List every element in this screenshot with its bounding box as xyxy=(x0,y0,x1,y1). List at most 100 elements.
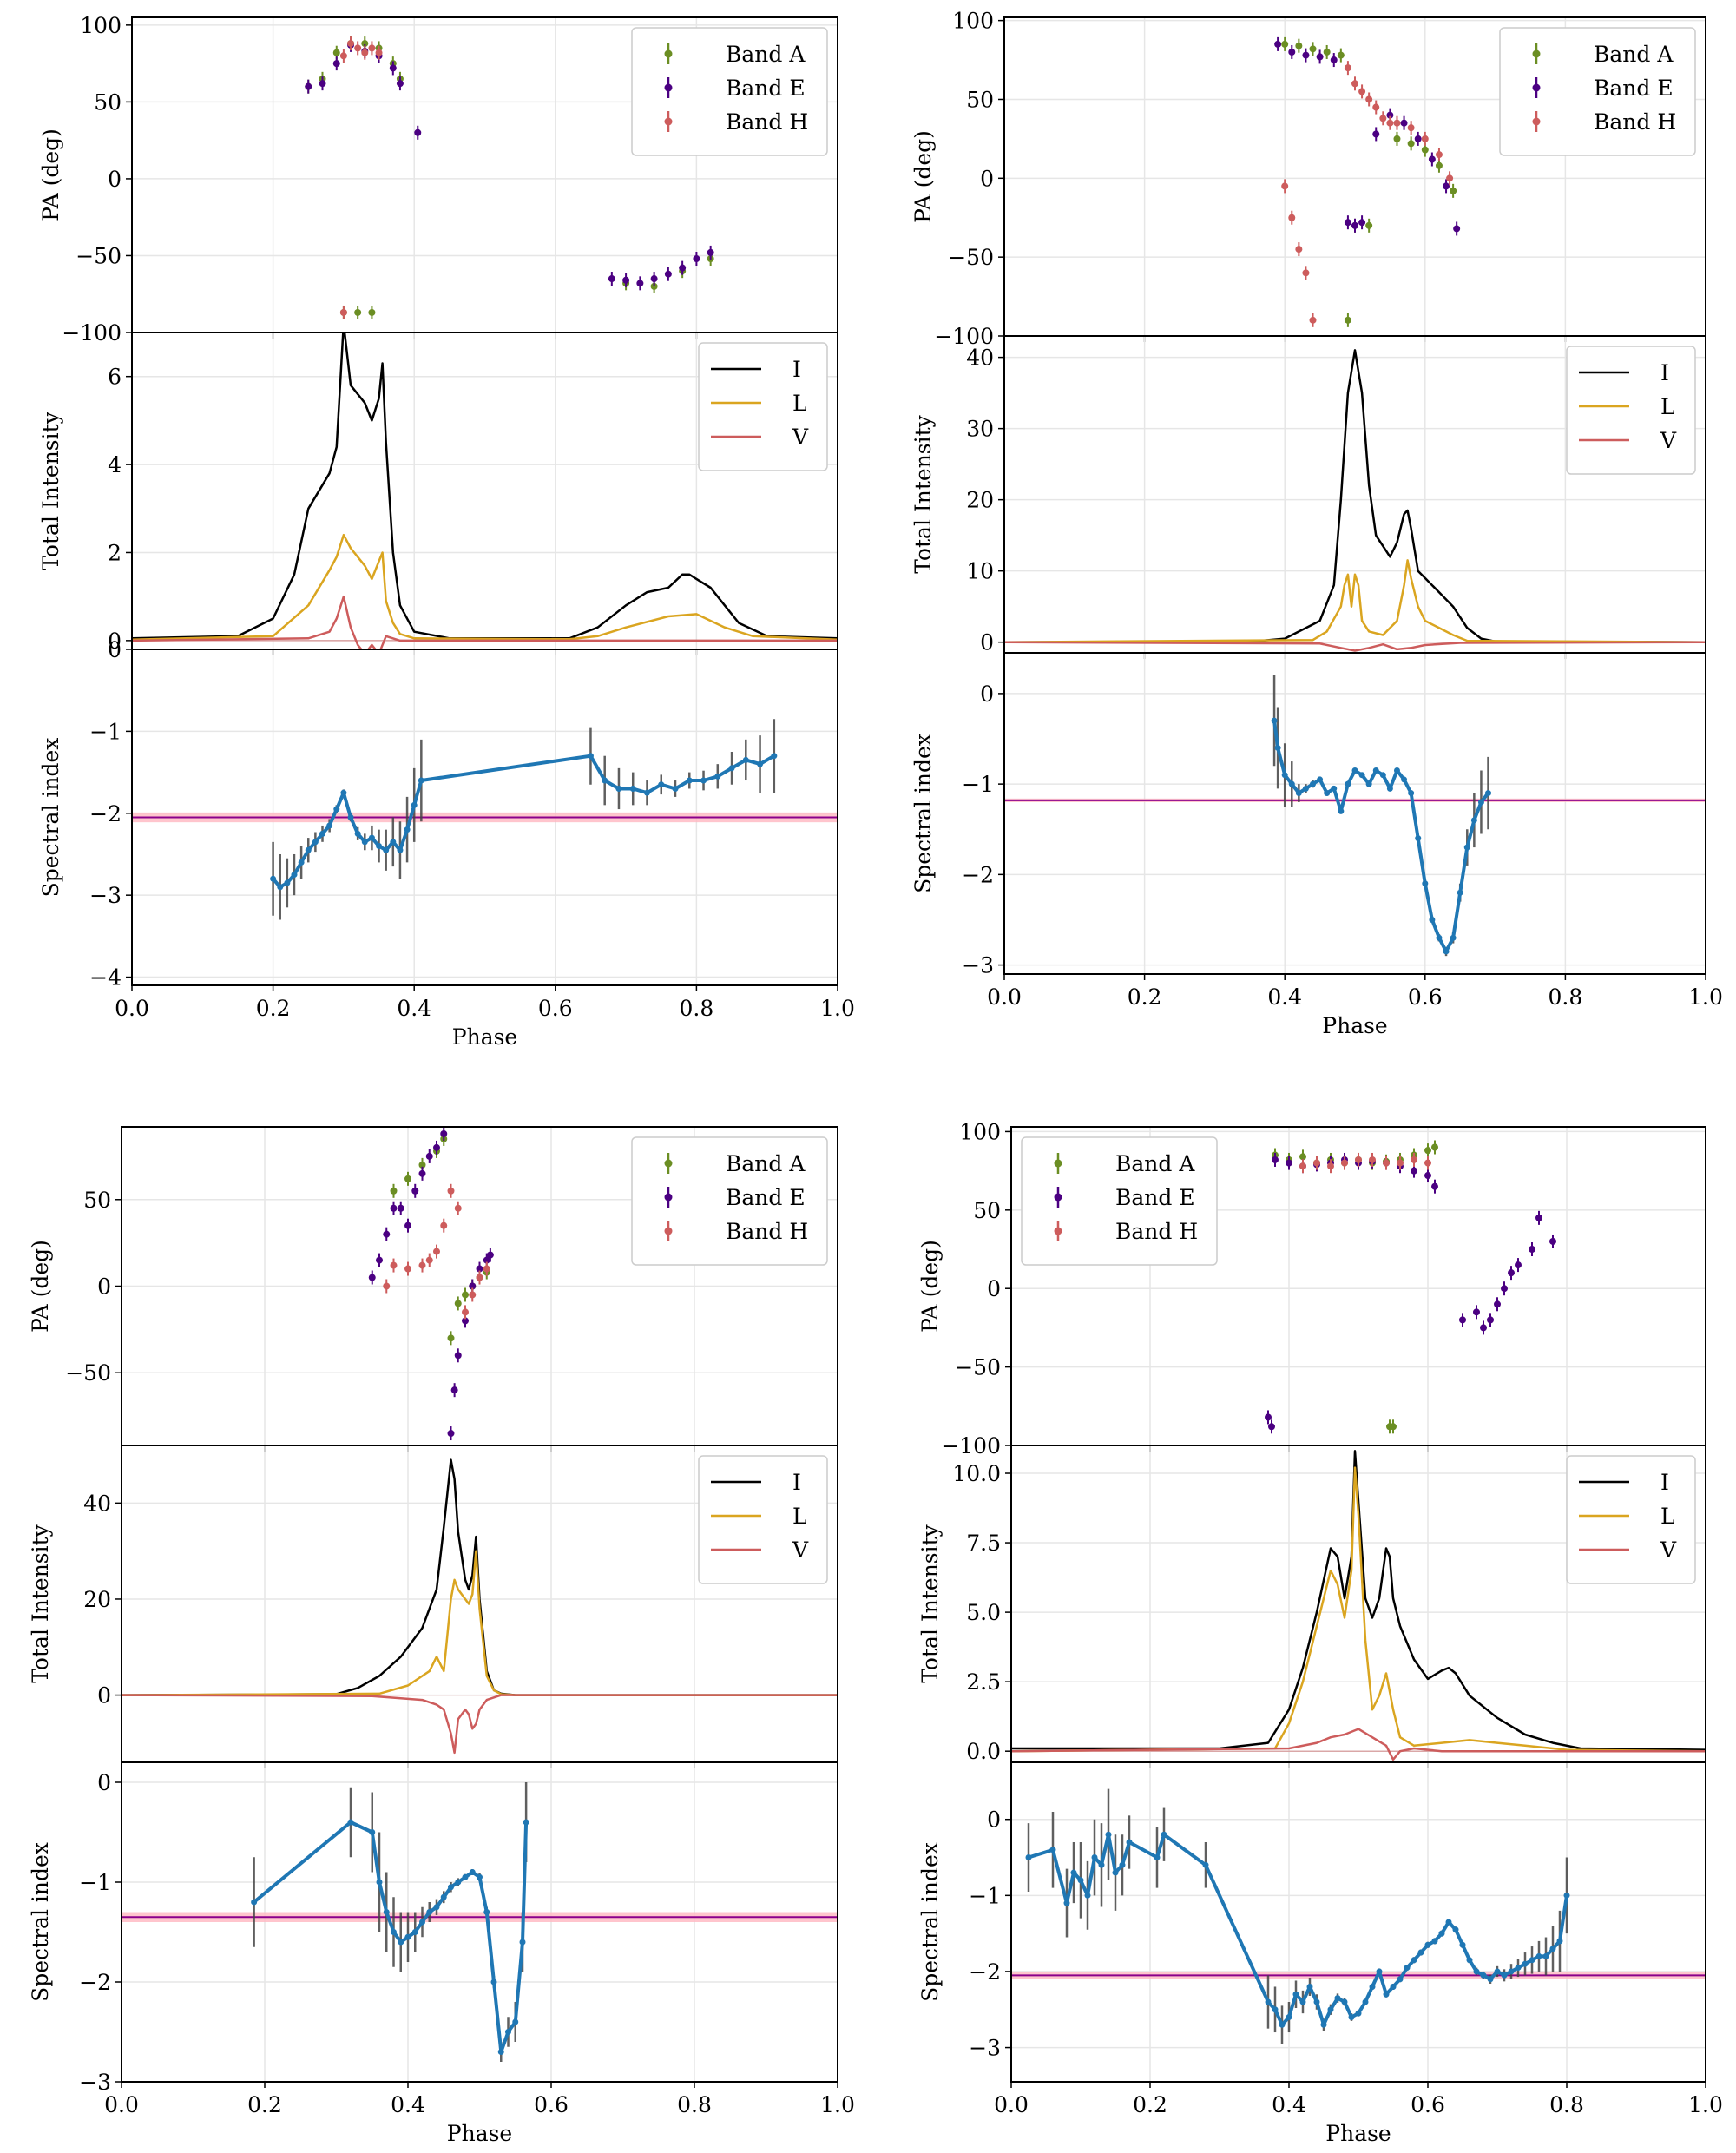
spectral-point xyxy=(404,1933,411,1940)
y-tick-label: 40 xyxy=(83,1491,111,1516)
spectral-point xyxy=(284,879,291,886)
spectral-point xyxy=(312,839,319,846)
spectral-point xyxy=(1077,1877,1084,1884)
legend-marker xyxy=(1532,117,1541,126)
spectral-point xyxy=(1390,1983,1397,1990)
pa-point xyxy=(418,1261,426,1269)
pa-point xyxy=(411,1187,419,1195)
legend-box xyxy=(1021,1136,1218,1266)
spectral-point xyxy=(1299,1998,1306,2005)
pa-point xyxy=(636,280,644,287)
legend-marker xyxy=(664,1227,673,1235)
y-tick-label: 0 xyxy=(108,637,122,662)
spectral-y-axis-label: Spectral index xyxy=(38,738,63,898)
pa-point xyxy=(1424,1172,1431,1180)
spectral-point xyxy=(1417,1949,1424,1956)
legend-label: L xyxy=(1660,394,1675,419)
pa-point xyxy=(1358,219,1366,227)
spectral-point xyxy=(298,859,305,866)
spectral-point xyxy=(1049,1847,1056,1853)
spectral-series xyxy=(251,1782,529,2062)
pa-point xyxy=(1435,161,1443,169)
pa-point xyxy=(332,49,340,56)
legend-box xyxy=(1566,346,1696,475)
legend-box xyxy=(698,342,828,471)
legend-marker xyxy=(664,117,673,126)
spectral-point xyxy=(742,756,749,763)
y-tick-label: −1 xyxy=(89,719,122,744)
pa-point xyxy=(476,1274,483,1281)
intensity-y-axis-label: Total Intensity xyxy=(911,414,936,573)
pa-point xyxy=(368,308,376,316)
legend-label: I xyxy=(1660,1470,1669,1495)
pa-y-axis-label: PA (deg) xyxy=(911,130,936,223)
pa-point xyxy=(368,44,376,52)
spectral-point xyxy=(1372,767,1379,774)
pa-point xyxy=(1309,45,1317,53)
pa-data xyxy=(1265,1140,1556,1434)
x-tick-label: 0.2 xyxy=(247,2092,282,2117)
x-axis-label: Phase xyxy=(1322,1013,1387,1038)
y-tick-label: 0 xyxy=(987,1807,1001,1833)
spectral-point xyxy=(1161,1831,1167,1838)
pa-series-band-h xyxy=(383,1183,490,1320)
pa-point xyxy=(1400,119,1408,127)
spectral-point xyxy=(440,1893,447,1900)
pa-point xyxy=(305,82,312,90)
legend-label: V xyxy=(1660,1537,1677,1563)
pa-point xyxy=(1302,269,1310,277)
spectral-point xyxy=(1334,1995,1341,2002)
pa-legend: Band A Band E Band H xyxy=(631,1136,828,1266)
x-tick-label: 0.2 xyxy=(1133,2092,1167,2117)
y-tick-label: 0 xyxy=(980,166,994,191)
spectral-y-axis-label: Spectral index xyxy=(917,1842,943,2002)
legend-label: Band A xyxy=(726,42,806,67)
legend-label: L xyxy=(792,391,807,416)
pa-point xyxy=(1535,1214,1542,1221)
spectral-point xyxy=(1369,1983,1376,1990)
pa-point xyxy=(1529,1246,1535,1254)
spectral-point xyxy=(433,1904,440,1911)
pa-point xyxy=(1414,135,1422,142)
y-tick-label: −3 xyxy=(962,953,994,978)
pa-point xyxy=(1431,1143,1438,1151)
intensity-legend: ILV xyxy=(1566,346,1696,475)
pa-point xyxy=(1428,155,1436,163)
y-tick-label: −100 xyxy=(62,320,122,346)
spectral-point xyxy=(1313,1998,1320,2005)
spectral-point xyxy=(1452,1926,1459,1933)
spectral-point xyxy=(1466,1957,1473,1964)
pa-series-band-a xyxy=(1281,36,1457,327)
y-tick-label: 10.0 xyxy=(952,1461,1001,1486)
pa-point xyxy=(1286,1159,1292,1167)
pa-point xyxy=(462,1291,469,1299)
pa-point xyxy=(1344,219,1351,227)
spectral-point xyxy=(1362,1998,1369,2005)
pa-point xyxy=(1295,246,1303,253)
spectral-point xyxy=(1274,744,1281,751)
spectral-trace xyxy=(253,1821,529,2054)
intensity-line-V xyxy=(1011,1728,1706,1761)
pa-point xyxy=(376,1256,383,1264)
pa-subplot: −100 −50 0 50 100 PA (deg) Band A Band E Band H xyxy=(917,1119,1706,1458)
pa-point xyxy=(440,1221,448,1229)
pa-point xyxy=(1421,146,1429,154)
spectral-point xyxy=(1327,2006,1334,2013)
spectral-point xyxy=(1473,1968,1480,1975)
pa-point xyxy=(433,1248,440,1255)
spectral-point xyxy=(1522,1960,1529,1967)
x-tick-label: 0.6 xyxy=(1408,984,1443,1010)
spectral-point xyxy=(1320,2021,1327,2028)
spectral-point xyxy=(1070,1869,1077,1876)
pa-point xyxy=(462,1308,469,1316)
intensity-line-V xyxy=(132,595,838,649)
pa-point xyxy=(425,1152,433,1160)
spectral-series xyxy=(270,719,778,920)
y-tick-label: 0 xyxy=(97,1683,111,1709)
spectral-point xyxy=(326,822,333,829)
pa-point xyxy=(1288,48,1296,56)
spectral-point xyxy=(523,1819,529,1826)
y-tick-label: 20 xyxy=(966,488,994,513)
spectral-axes-frame xyxy=(1003,652,1706,975)
